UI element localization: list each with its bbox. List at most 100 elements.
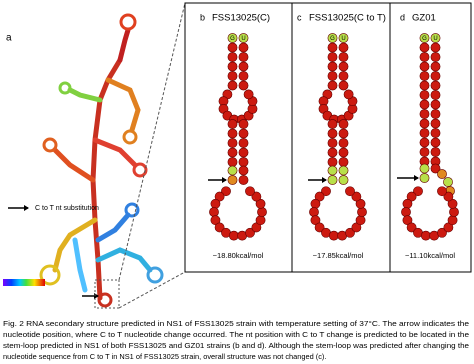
nucleotide: [227, 71, 238, 81]
nucleotide: [430, 90, 441, 100]
nucleotide: [238, 138, 249, 148]
nucleotide: [430, 147, 441, 157]
nucleotide: [238, 147, 249, 158]
nucleotide: [227, 138, 238, 148]
nucleotide: [351, 191, 362, 202]
caption-line: nucleotide position, where C to T nucleo…: [3, 330, 469, 339]
nucleotide: [227, 119, 238, 129]
nucleotide: [419, 80, 430, 91]
nucleotide: [338, 147, 349, 158]
nucleotide: [430, 61, 441, 72]
nucleotide: [419, 128, 430, 138]
nucleotide: [419, 52, 430, 62]
nucleotide: [430, 80, 441, 91]
nucleotide: [327, 61, 338, 72]
nucleotide: [338, 157, 349, 167]
nucleotide: [338, 71, 349, 81]
nucleotide: [310, 215, 321, 226]
nucleotide: [437, 186, 447, 197]
nucleotide: [221, 186, 231, 197]
nucleotide: [245, 227, 255, 238]
nucleotide: [227, 157, 238, 167]
nucleotide: [345, 227, 355, 238]
nucleotide: [357, 207, 367, 217]
arrow-head: [414, 175, 419, 181]
nucleotide: [227, 175, 238, 185]
nucleotide: [402, 215, 413, 226]
nucleotide: [238, 52, 249, 62]
panel-label: c: [297, 12, 302, 22]
nucleotide: [255, 198, 266, 209]
nucleotide: [419, 118, 430, 129]
nucleotide: [419, 71, 430, 81]
nucleotide: [321, 186, 331, 197]
nucleotide: [338, 175, 349, 185]
nucleotide: [430, 137, 441, 148]
nucleotide: [447, 215, 458, 226]
nucleotide: [430, 42, 441, 53]
nucleotide: [355, 198, 366, 209]
nucleotide: [328, 230, 339, 241]
arrow-head: [24, 205, 29, 211]
nucleotide: [430, 99, 441, 110]
nucleotide: [238, 42, 249, 53]
nucleotide: [238, 119, 249, 129]
nucleotide: [413, 186, 423, 197]
nucleotide-label: U: [241, 36, 245, 42]
nucleotide: [327, 138, 338, 148]
nucleotide: [419, 99, 430, 110]
annotation: C to T nt substitution: [35, 205, 99, 212]
nucleotide: [406, 191, 417, 202]
panel-label: a: [6, 33, 12, 44]
nucleotide: [214, 222, 225, 233]
nucleotide: [255, 215, 266, 226]
nucleotide: [419, 147, 430, 157]
nucleotide: [210, 198, 221, 209]
nucleotide: [209, 207, 219, 217]
nucleotide: [401, 207, 411, 217]
nucleotide: [430, 128, 441, 138]
nucleotide: [251, 222, 262, 233]
nucleotide: [314, 191, 325, 202]
arrow-head: [222, 177, 227, 183]
nucleotide: [238, 71, 249, 81]
nucleotide: [447, 198, 458, 209]
nucleotide: [210, 215, 221, 226]
nucleotide: [437, 169, 447, 179]
panel-a: a C to T nt substitution: [3, 2, 186, 309]
nucleotide: [437, 227, 447, 238]
nucleotide: [338, 42, 349, 53]
energy: −18.80kcal/mol: [213, 251, 264, 260]
nucleotide: [227, 147, 238, 158]
nucleotide: [338, 52, 349, 62]
nucleotide: [443, 222, 454, 233]
nucleotide: [355, 215, 366, 226]
panel-label: d: [400, 12, 405, 22]
nucleotide: [309, 207, 319, 217]
nucleotide: [327, 175, 338, 185]
nucleotide: [243, 89, 254, 100]
nucleotide: [338, 119, 349, 129]
nucleotide: [338, 80, 349, 91]
nucleotide: [227, 80, 238, 91]
nucleotide-label: G: [330, 36, 335, 42]
nucleotide: [314, 222, 325, 233]
nucleotide: [310, 198, 321, 209]
nucleotide: [419, 137, 430, 148]
rna-structure: [52, 27, 153, 301]
nucleotide: [227, 42, 238, 53]
nucleotide: [338, 165, 349, 176]
nucleotide: [430, 71, 441, 81]
panel-title: FSS13025(C to T): [309, 13, 386, 24]
nucleotide: [343, 89, 354, 100]
nucleotide-label: G: [230, 36, 235, 42]
nucleotide: [443, 191, 454, 202]
nucleotide: [338, 128, 349, 139]
nucleotide: [419, 90, 430, 100]
caption-line: stem-loop predicted in NS1 of both FSS13…: [3, 341, 469, 350]
nucleotide: [238, 128, 249, 139]
nucleotide-label: G: [422, 36, 427, 42]
nucleotide: [430, 118, 441, 129]
color-scale: [3, 279, 45, 286]
